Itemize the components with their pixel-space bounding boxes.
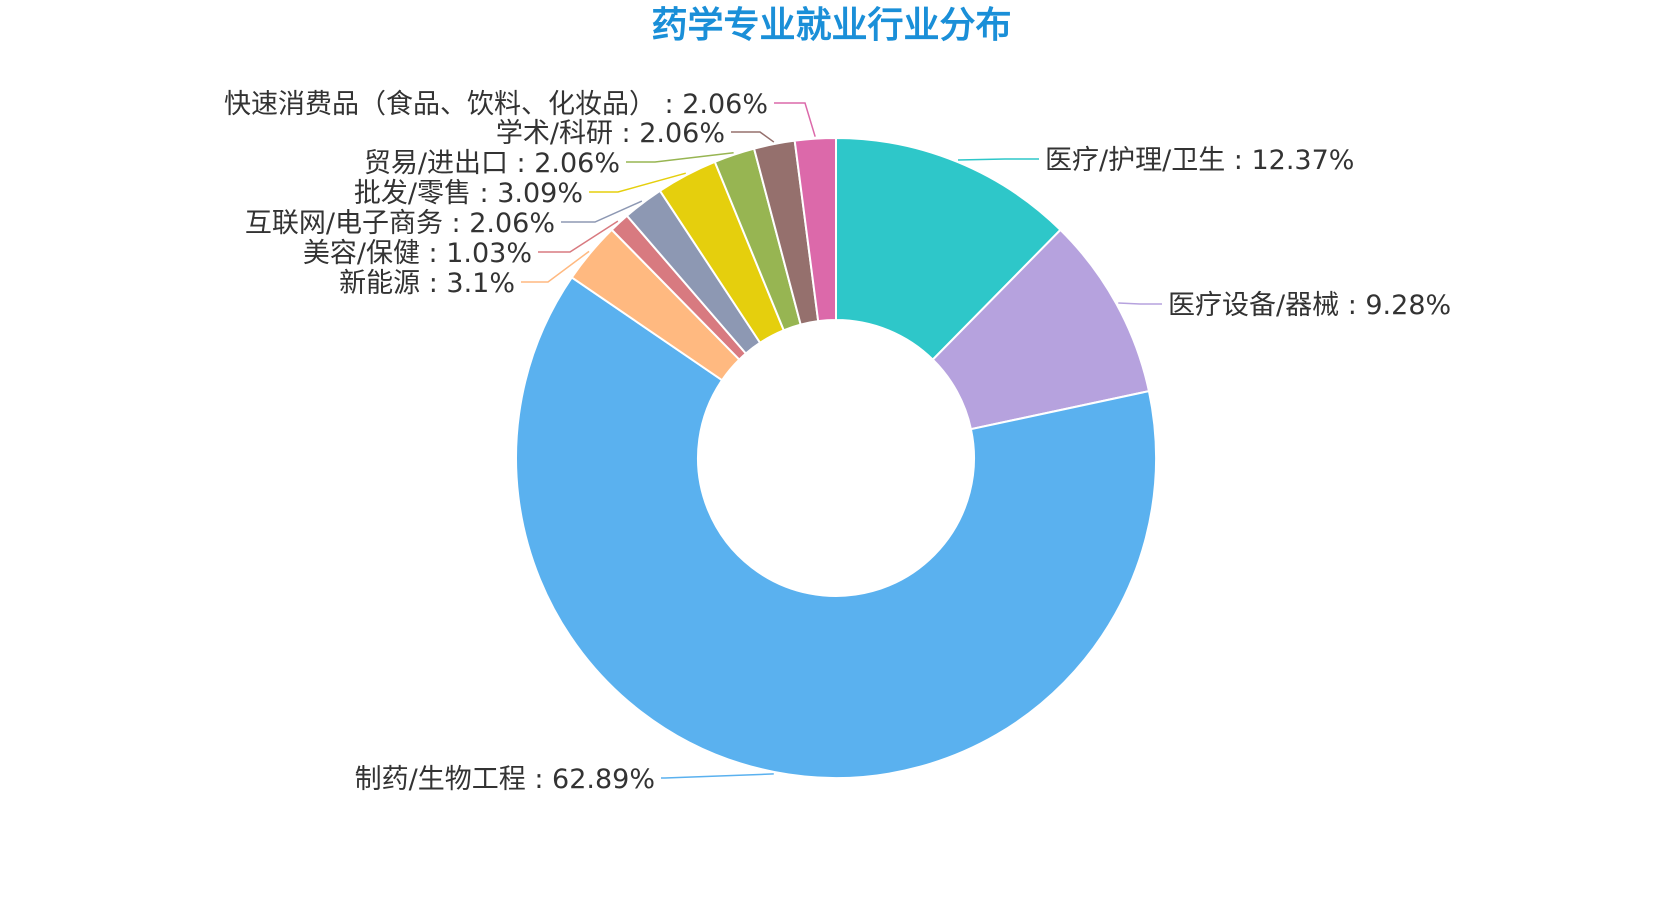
slice-8-label-value: 2.06% [639,118,725,149]
slice-9-label-separator: : [656,89,682,120]
slice-3-label-name: 新能源 [339,268,420,299]
slice-2-label-separator: : [526,764,552,795]
slice-3-label-separator: : [420,268,446,299]
slice-2-label-name: 制药/生物工程 [355,764,526,795]
slice-6-label: 批发/零售 : 3.09% [354,178,583,209]
slice-9-leader-line [774,102,816,137]
slice-3-leader-line [521,250,590,283]
slice-7-label-separator: : [508,148,534,179]
slice-8-label: 学术/科研 : 2.06% [496,118,725,149]
slice-0-leader-line [957,158,1039,161]
slice-0-label: 医疗/护理/卫生 : 12.37% [1045,145,1354,176]
slice-4-label-separator: : [420,238,446,269]
slice-2-arc[interactable] [515,276,1157,779]
slice-2-label: 制药/生物工程 : 62.89% [355,764,655,795]
slice-7-label-value: 2.06% [534,148,620,179]
slice-2-leader-line [661,773,774,779]
slices-layer [515,136,1157,779]
slice-8-leader-line [731,131,775,143]
slice-5-label-name: 互联网/电子商务 [245,208,443,239]
slice-8-label-separator: : [613,118,639,149]
slice-2-label-value: 62.89% [552,764,655,795]
slice-9-label-value: 2.06% [682,89,768,120]
slice-5-label: 互联网/电子商务 : 2.06% [245,208,555,239]
slice-1-label-separator: : [1339,290,1365,321]
slice-0-label-value: 12.37% [1251,145,1354,176]
slice-5-label-separator: : [443,208,469,239]
slice-6-label-value: 3.09% [497,178,583,209]
slice-7-label: 贸易/进出口 : 2.06% [364,148,620,179]
slice-0-arc[interactable] [835,136,1062,362]
chart-title: 药学专业就业行业分布 [651,5,1012,46]
slice-5-leader-line [561,200,643,223]
slice-4-leader-line [538,220,619,253]
slice-4-label: 美容/保健 : 1.03% [303,238,532,269]
slice-7-leader-line [626,151,734,163]
slice-1-label-value: 9.28% [1365,290,1451,321]
slice-9-arc[interactable] [793,136,837,323]
slice-4-label-name: 美容/保健 [303,238,420,269]
slice-5-label-value: 2.06% [469,208,555,239]
slice-9-label-name: 快速消费品（食品、饮料、化妆品） [224,89,656,120]
slice-3-label-value: 3.1% [446,268,515,299]
leader-lines-layer [521,102,1162,779]
slice-3-label: 新能源 : 3.1% [339,268,515,299]
slice-6-leader-line [589,172,686,193]
slice-6-label-separator: : [471,178,497,209]
slice-6-label-name: 批发/零售 [354,178,471,209]
slice-7-label-name: 贸易/进出口 [364,148,508,179]
slice-9-label: 快速消费品（食品、饮料、化妆品） : 2.06% [224,89,768,120]
slice-0-label-separator: : [1225,145,1251,176]
slice-1-label: 医疗设备/器械 : 9.28% [1168,290,1451,321]
labels-layer: 医疗/护理/卫生 : 12.37% 医疗设备/器械 : 9.28% 制药/生物工程 … [224,89,1451,795]
slice-1-label-name: 医疗设备/器械 [1168,290,1339,321]
slice-8-label-name: 学术/科研 [496,118,613,149]
slice-0-label-name: 医疗/护理/卫生 [1045,145,1225,176]
slice-4-label-value: 1.03% [446,238,532,269]
slice-1-leader-line [1118,302,1162,305]
